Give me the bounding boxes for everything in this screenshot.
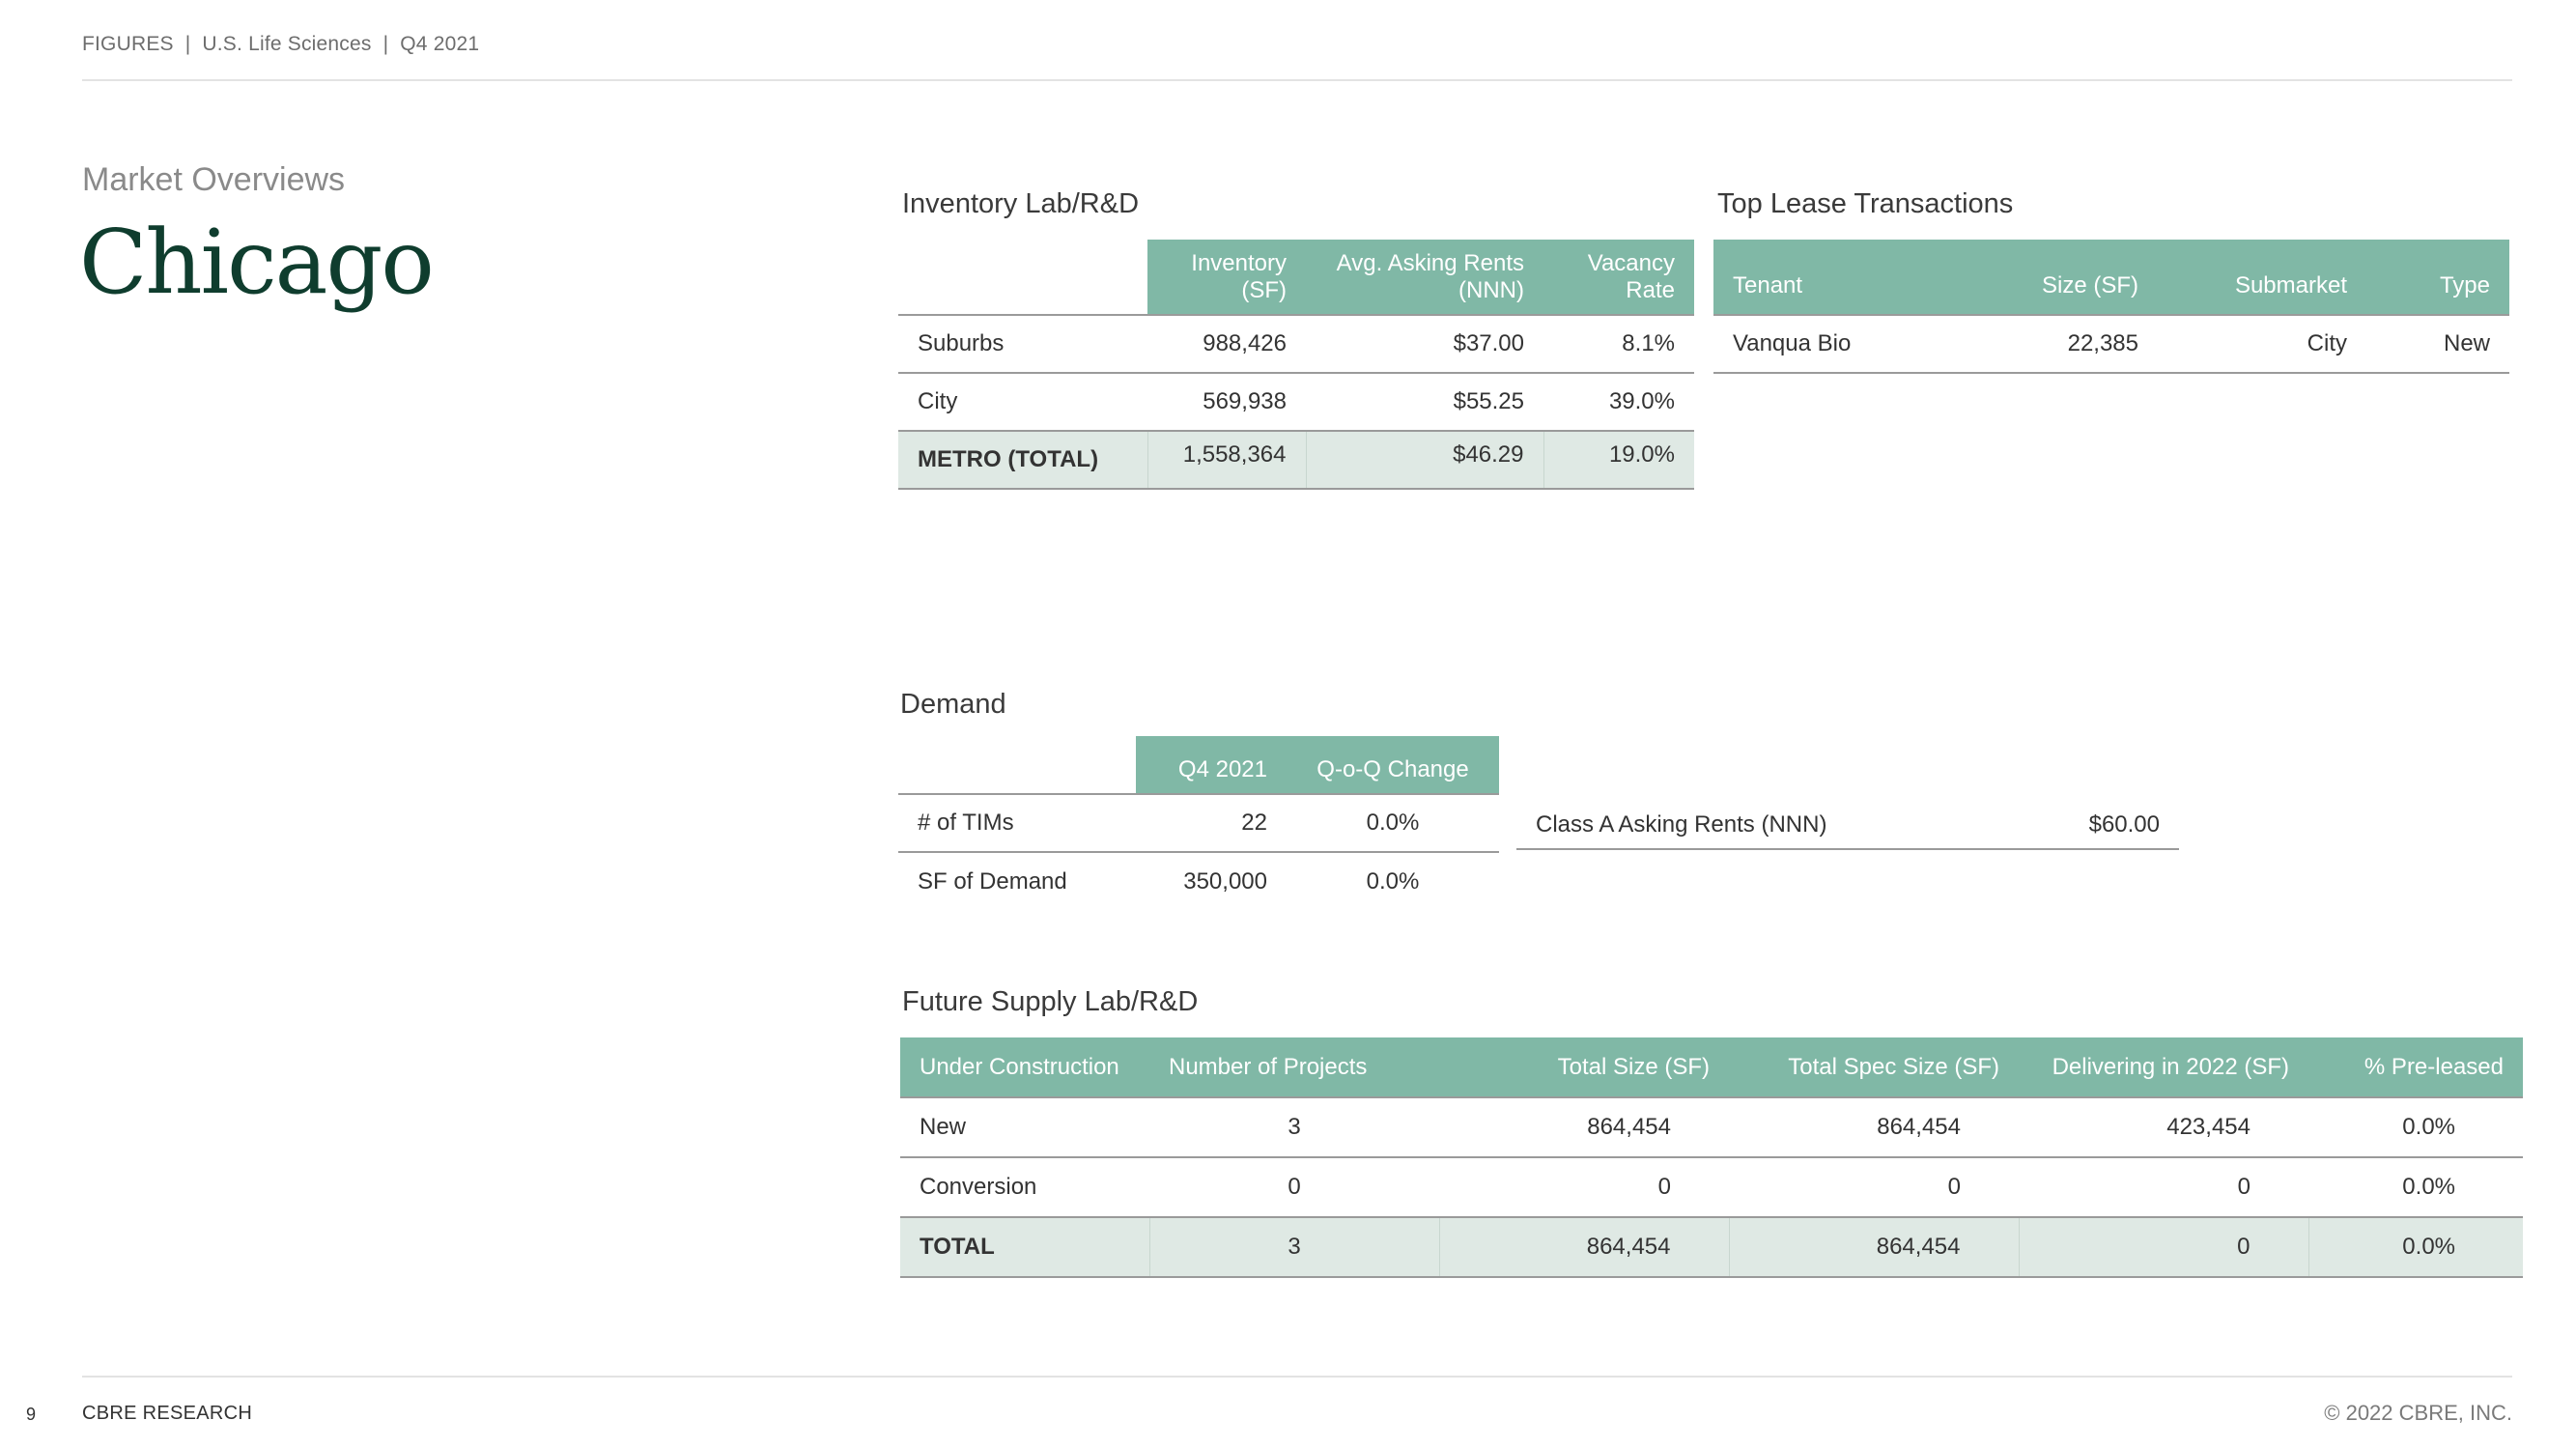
lease-col-size: Size (SF) [1955, 240, 2158, 315]
row-label: Suburbs [898, 315, 1147, 374]
total-label: TOTAL [900, 1217, 1149, 1278]
total-size-value: 864,454 [1438, 1217, 1729, 1278]
projects-value: 3 [1149, 1097, 1439, 1158]
demand-header-blank [898, 736, 1136, 794]
lease-col-tenant: Tenant [1713, 240, 1955, 315]
inventory-value: 1,558,364 [1146, 431, 1306, 490]
inventory-header-blank [898, 240, 1147, 315]
total-size-value: 0 [1439, 1157, 1729, 1218]
rent-value: $55.25 [1306, 373, 1543, 432]
row-label: Conversion [900, 1157, 1149, 1218]
inventory-col-vacancy: Vacancy Rate [1543, 240, 1694, 315]
spec-size-value: 0 [1729, 1157, 2019, 1218]
header-separator: | [184, 33, 191, 55]
future-supply-table-title: Future Supply Lab/R&D [902, 986, 1199, 1017]
top-lease-table: Tenant Size (SF) Submarket Type Vanqua B… [1713, 240, 2509, 374]
q4-value: 22 [1136, 794, 1287, 853]
spec-size-value: 864,454 [1729, 1097, 2019, 1158]
vacancy-value: 19.0% [1543, 431, 1694, 490]
projects-value: 0 [1149, 1157, 1439, 1218]
class-a-rent-row: Class A Asking Rents (NNN) $60.00 [1516, 800, 2179, 850]
delivering-value: 0 [2018, 1217, 2308, 1278]
header-quarter: Q4 2021 [400, 33, 480, 55]
header-separator: | [382, 33, 389, 55]
class-a-rent-label: Class A Asking Rents (NNN) [1536, 811, 1827, 838]
header-report-name: U.S. Life Sciences [202, 33, 372, 55]
submarket-value: City [2158, 315, 2366, 374]
table-total-row: METRO (TOTAL) 1,558,364 $46.29 19.0% [898, 431, 1694, 490]
supply-col-under-construction: Under Construction [900, 1037, 1149, 1097]
type-value: New [2366, 315, 2509, 374]
inventory-col-inventory: Inventory (SF) [1147, 240, 1306, 315]
lease-col-type: Type [2366, 240, 2509, 315]
demand-col-q4: Q4 2021 [1136, 736, 1287, 794]
header-divider [82, 79, 2512, 81]
row-label: # of TIMs [898, 794, 1136, 853]
top-lease-table-title: Top Lease Transactions [1717, 188, 2014, 219]
lease-col-submarket: Submarket [2158, 240, 2366, 315]
supply-col-projects: Number of Projects [1149, 1037, 1439, 1097]
table-row: City 569,938 $55.25 39.0% [898, 373, 1694, 432]
report-header: FIGURES | U.S. Life Sciences | Q4 2021 [82, 33, 479, 56]
inventory-value: 988,426 [1147, 315, 1306, 374]
table-row: # of TIMs 22 0.0% [898, 794, 1499, 853]
row-label: SF of Demand [918, 867, 1067, 895]
supply-col-spec-size: Total Spec Size (SF) [1729, 1037, 2019, 1097]
inventory-col-rent: Avg. Asking Rents (NNN) [1306, 240, 1543, 315]
preleased-value: 0.0% [2308, 1157, 2523, 1218]
demand-table-title: Demand [900, 689, 1006, 720]
class-a-rent-value: $60.00 [2088, 811, 2160, 838]
vacancy-value: 8.1% [1543, 315, 1694, 374]
footer-divider [82, 1376, 2512, 1378]
footer-copyright: © 2022 CBRE, INC. [2324, 1401, 2512, 1425]
row-label: City [898, 373, 1147, 432]
tenant-value: Vanqua Bio [1713, 315, 1955, 374]
future-supply-table: Under Construction Number of Projects To… [900, 1037, 2523, 1278]
section-label: Market Overviews [82, 161, 346, 198]
preleased-value: 0.0% [2308, 1097, 2523, 1158]
projects-value: 3 [1148, 1217, 1439, 1278]
total-label: METRO (TOTAL) [898, 431, 1147, 490]
inventory-value: 569,938 [1147, 373, 1306, 432]
table-row: New 3 864,454 864,454 423,454 0.0% [900, 1097, 2523, 1158]
table-row: Suburbs 988,426 $37.00 8.1% [898, 315, 1694, 374]
demand-col-change: Q-o-Q Change [1287, 736, 1499, 794]
inventory-table: Inventory (SF) Avg. Asking Rents (NNN) Vac… [898, 240, 1694, 490]
spec-size-value: 864,454 [1728, 1217, 2019, 1278]
change-value: 0.0% [1287, 794, 1499, 853]
delivering-value: 423,454 [2019, 1097, 2308, 1158]
vacancy-value: 39.0% [1543, 373, 1694, 432]
table-row: Conversion 0 0 0 0 0.0% [900, 1157, 2523, 1218]
page-title: Chicago [79, 211, 435, 314]
header-figures: FIGURES [82, 33, 174, 55]
supply-col-preleased: % Pre-leased [2308, 1037, 2523, 1097]
total-size-value: 864,454 [1439, 1097, 1729, 1158]
demand-table: Q4 2021 Q-o-Q Change # of TIMs 22 0.0% S… [898, 736, 1499, 910]
footer-brand: CBRE RESEARCH [82, 1403, 253, 1424]
change-value: 0.0% [1366, 867, 1420, 895]
table-row: SF of Demand 350,000 0.0% [898, 852, 1499, 910]
size-value: 22,385 [1955, 315, 2158, 374]
supply-col-total-size: Total Size (SF) [1439, 1037, 1729, 1097]
table-row: Vanqua Bio 22,385 City New [1713, 315, 2509, 374]
preleased-value: 0.0% [2307, 1217, 2523, 1278]
page-number: 9 [26, 1405, 37, 1424]
rent-value: $46.29 [1305, 431, 1543, 490]
row-label: New [900, 1097, 1149, 1158]
supply-col-delivering: Delivering in 2022 (SF) [2019, 1037, 2308, 1097]
inventory-table-title: Inventory Lab/R&D [902, 188, 1140, 219]
q4-value: 350,000 [1183, 867, 1267, 895]
delivering-value: 0 [2019, 1157, 2308, 1218]
table-total-row: TOTAL 3 864,454 864,454 0 0.0% [900, 1217, 2523, 1278]
rent-value: $37.00 [1306, 315, 1543, 374]
